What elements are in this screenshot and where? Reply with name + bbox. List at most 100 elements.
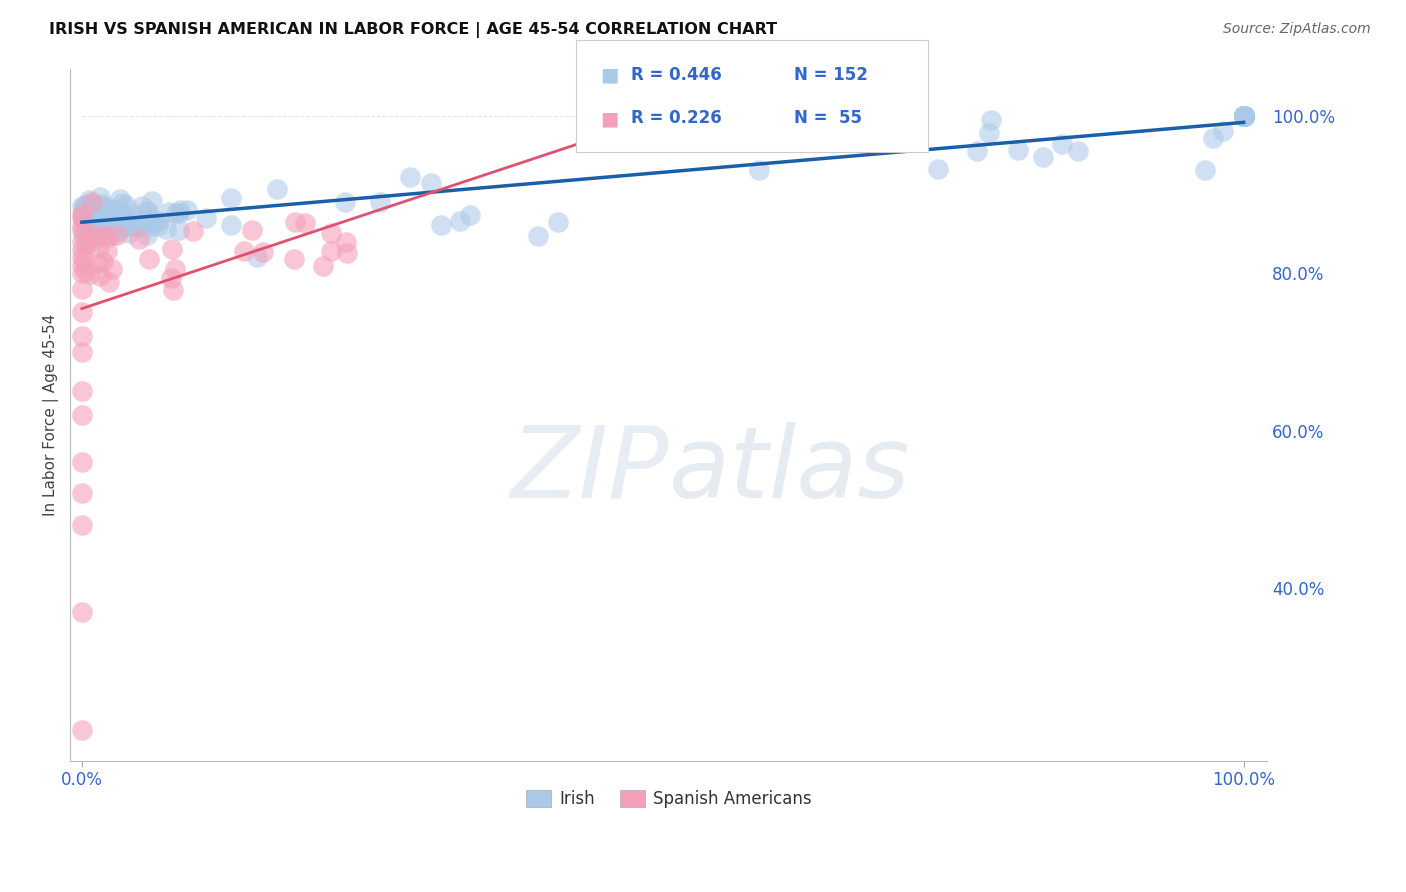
Point <box>70 384 93 399</box>
Point <box>70 455 93 469</box>
Point <box>283 252 305 267</box>
Point <box>70 235 93 249</box>
Point <box>100 262 122 277</box>
Point <box>136 220 159 235</box>
Point <box>927 161 949 176</box>
Point <box>252 245 274 260</box>
Point <box>77 209 100 223</box>
Point <box>93 222 115 236</box>
Point <box>73 252 96 267</box>
Point <box>93 219 115 233</box>
Point <box>1233 109 1256 123</box>
Point <box>96 220 118 235</box>
Point <box>336 246 359 260</box>
Point <box>90 202 112 217</box>
Point <box>430 218 453 232</box>
Point <box>1050 136 1073 151</box>
Point <box>1233 109 1256 123</box>
Text: N =  55: N = 55 <box>794 110 862 128</box>
Text: ZIP: ZIP <box>510 422 669 519</box>
Point <box>1233 109 1256 123</box>
Point <box>70 223 93 237</box>
Point <box>91 199 114 213</box>
Point <box>77 193 100 207</box>
Point <box>90 212 112 227</box>
Point <box>90 216 112 230</box>
Point <box>72 228 94 243</box>
Point <box>70 605 93 619</box>
Point <box>70 199 93 213</box>
Point <box>89 268 111 283</box>
Point <box>107 215 129 229</box>
Point <box>70 207 93 221</box>
Point <box>70 408 93 422</box>
Point <box>139 214 162 228</box>
Point <box>70 251 93 265</box>
Point <box>1233 109 1256 123</box>
Point <box>104 214 127 228</box>
Point <box>75 215 97 229</box>
Point <box>89 218 111 232</box>
Point <box>107 204 129 219</box>
Point <box>368 194 391 209</box>
Point <box>105 227 128 242</box>
Point <box>240 223 263 237</box>
Point <box>82 199 104 213</box>
Point <box>75 199 97 213</box>
Point <box>1233 109 1256 123</box>
Point <box>101 216 124 230</box>
Text: R = 0.446: R = 0.446 <box>631 66 723 85</box>
Point <box>176 203 198 218</box>
Point <box>93 213 115 227</box>
Point <box>70 518 93 533</box>
Point <box>181 223 204 237</box>
Point <box>112 219 135 234</box>
Point <box>77 217 100 231</box>
Point <box>420 176 443 190</box>
Point <box>160 270 183 285</box>
Point <box>335 195 357 210</box>
Point <box>70 211 93 225</box>
Point <box>1007 143 1029 157</box>
Point <box>117 218 139 232</box>
Point <box>1233 109 1256 123</box>
Point <box>84 227 107 242</box>
Point <box>157 205 180 219</box>
Point <box>148 219 170 233</box>
Point <box>101 202 124 216</box>
Point <box>141 213 163 227</box>
Point <box>70 243 93 257</box>
Point <box>118 226 141 240</box>
Point <box>108 192 131 206</box>
Point <box>84 200 107 214</box>
Point <box>1233 109 1256 123</box>
Point <box>1066 145 1088 159</box>
Text: ■: ■ <box>600 109 619 128</box>
Point <box>90 200 112 214</box>
Point <box>89 190 111 204</box>
Point <box>1233 109 1256 123</box>
Point <box>527 229 550 244</box>
Point <box>1233 109 1256 123</box>
Point <box>79 197 101 211</box>
Point <box>70 282 93 296</box>
Point <box>155 222 177 236</box>
Point <box>96 215 118 229</box>
Point <box>70 723 93 737</box>
Point <box>83 205 105 219</box>
Point <box>70 305 93 319</box>
Point <box>76 215 98 229</box>
Point <box>966 145 988 159</box>
Point <box>120 219 142 233</box>
Point <box>117 214 139 228</box>
Point <box>79 204 101 219</box>
Point <box>89 213 111 227</box>
Point <box>167 222 190 236</box>
Point <box>76 210 98 224</box>
Point <box>135 204 157 219</box>
Point <box>107 224 129 238</box>
Point <box>77 217 100 231</box>
Point <box>1233 109 1256 123</box>
Text: atlas: atlas <box>669 422 910 519</box>
Point <box>1233 109 1256 123</box>
